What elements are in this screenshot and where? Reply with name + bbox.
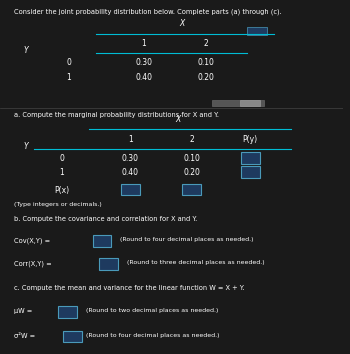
Text: c. Compute the mean and variance for the linear function W = X + Y.: c. Compute the mean and variance for the…	[14, 285, 244, 291]
Bar	[212, 100, 264, 106]
Bar	[92, 235, 111, 247]
Text: Y: Y	[24, 46, 29, 55]
Text: (Round to four decimal places as needed.): (Round to four decimal places as needed.…	[120, 237, 253, 242]
Text: 0.40: 0.40	[135, 73, 152, 81]
Text: 1: 1	[59, 168, 64, 177]
Text: Corr(X,Y) =: Corr(X,Y) =	[14, 260, 51, 267]
Text: (Type integers or decimals.): (Type integers or decimals.)	[14, 202, 102, 207]
Bar	[247, 27, 267, 35]
Bar	[63, 331, 82, 342]
Text: 1: 1	[128, 135, 133, 143]
Text: 0.30: 0.30	[135, 58, 152, 67]
Text: P(x): P(x)	[54, 186, 69, 195]
Bar	[58, 306, 77, 318]
Text: 0: 0	[66, 58, 71, 67]
Text: 0.40: 0.40	[122, 168, 139, 177]
Text: 0.20: 0.20	[197, 73, 214, 81]
Text: 2: 2	[189, 135, 194, 143]
Text: 1: 1	[141, 39, 146, 48]
Bar	[182, 184, 201, 195]
Text: a. Compute the marginal probability distributions for X and Y.: a. Compute the marginal probability dist…	[14, 112, 219, 118]
Bar	[240, 100, 260, 106]
Text: 0.10: 0.10	[183, 154, 200, 163]
Text: 2: 2	[203, 39, 208, 48]
Text: Cov(X,Y) =: Cov(X,Y) =	[14, 237, 50, 244]
Text: Consider the joint probability distribution below. Complete parts (a) through (c: Consider the joint probability distribut…	[14, 9, 281, 15]
Text: 0.20: 0.20	[183, 168, 200, 177]
Text: b. Compute the covariance and correlation for X and Y.: b. Compute the covariance and correlatio…	[14, 216, 197, 222]
Text: 1: 1	[66, 73, 71, 81]
Text: 0.10: 0.10	[197, 58, 214, 67]
Text: 0: 0	[59, 154, 64, 163]
Text: (Round to two decimal places as needed.): (Round to two decimal places as needed.)	[86, 308, 218, 313]
Bar	[241, 166, 260, 178]
Text: X: X	[176, 115, 181, 124]
Text: (Round to three decimal places as needed.): (Round to three decimal places as needed…	[127, 260, 264, 265]
Text: P(y): P(y)	[243, 135, 258, 143]
Bar	[121, 184, 140, 195]
Text: Y: Y	[24, 142, 29, 150]
Text: X: X	[179, 19, 184, 28]
Text: 0.30: 0.30	[122, 154, 139, 163]
Text: σ²W =: σ²W =	[14, 333, 35, 339]
Text: (Round to four decimal places as needed.): (Round to four decimal places as needed.…	[86, 333, 219, 338]
Text: μW =: μW =	[14, 308, 32, 314]
Bar	[241, 152, 260, 164]
Bar	[99, 258, 118, 270]
